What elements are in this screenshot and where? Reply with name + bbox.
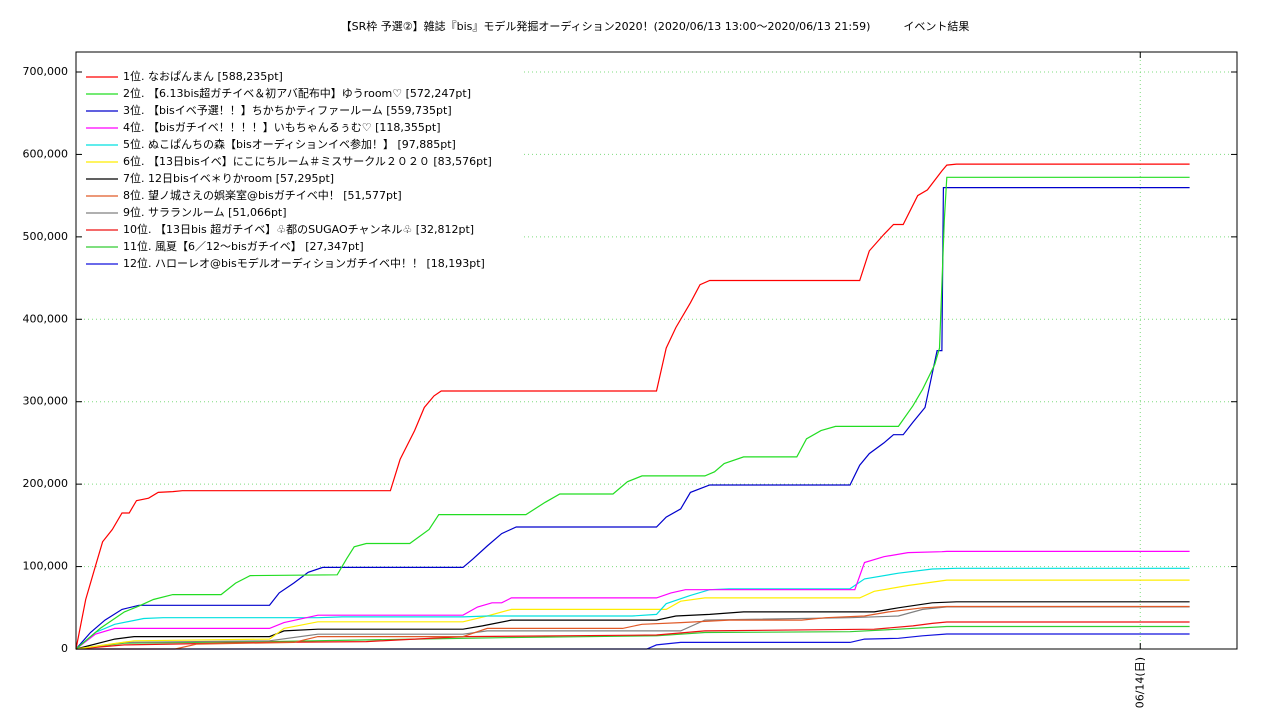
y-tick-label: 0 xyxy=(61,642,68,655)
series-line xyxy=(75,187,1190,650)
y-tick-label: 500,000 xyxy=(23,230,69,243)
legend-label: 7位. 12日bisイベ＊りかroom [57,295pt] xyxy=(123,171,334,185)
legend-label: 6位. 【13日bisイベ】にこにちルーム＃ミスサークル２０２０ [83,576… xyxy=(123,154,492,168)
series-line xyxy=(75,579,1190,650)
series-line xyxy=(75,601,1190,650)
legend-label: 3位. 【bisイベ予選！！】ちかちかティファールーム [559,735pt] xyxy=(123,103,452,117)
series-line xyxy=(75,567,1190,650)
series-line xyxy=(75,625,1190,650)
series-line xyxy=(75,163,1190,650)
plot-frame xyxy=(75,51,1238,650)
plot-lines xyxy=(75,163,1190,650)
legend-label: 4位. 【bisガチイベ！！！！】いもちゃんるぅむ♡ [118,355pt] xyxy=(123,120,440,134)
legend-label: 1位. なおぱんまん [588,235pt] xyxy=(123,69,283,83)
series-line xyxy=(75,550,1190,650)
y-tick-label: 400,000 xyxy=(23,312,69,325)
series-line xyxy=(75,176,1190,650)
y-tick-label: 200,000 xyxy=(23,477,69,490)
grid xyxy=(76,52,1237,649)
legend-label: 12位. ハローレオ@bisモデルオーディションガチイベ中！！ [18,193p… xyxy=(123,256,485,270)
x-tick-label: 06/14(日) xyxy=(1133,657,1146,708)
y-tick-label: 700,000 xyxy=(23,65,69,78)
y-tick-label: 100,000 xyxy=(23,560,69,573)
y-tick-label: 300,000 xyxy=(23,395,69,408)
series-line xyxy=(76,605,1190,650)
legend-label: 9位. サラランルーム [51,066pt] xyxy=(123,205,287,219)
legend: 1位. なおぱんまん [588,235pt] 2位. 【6.13bis超ガチイベ＆… xyxy=(82,67,522,277)
y-tick-label: 600,000 xyxy=(23,147,69,160)
legend-label: 2位. 【6.13bis超ガチイベ＆初アバ配布中】ゆうroom♡ [572,24… xyxy=(123,86,471,100)
legend-label: 5位. ぬこぱんちの森【bisオーディションイベ参加！】 [97,885pt] xyxy=(123,137,456,151)
series-line xyxy=(75,606,1190,650)
chart-title: 【SR枠 予選②】雑誌『bis』モデル発掘オーディション2020！(2020/0… xyxy=(341,19,970,33)
legend-label: 10位. 【13日bis 超ガチイベ】♧都のSUGAOチャンネル♧ [32,81… xyxy=(123,222,474,236)
axes: 0 100,000 200,000 300,000 400,000 500,000 600,… xyxy=(23,52,1237,708)
legend-background xyxy=(82,67,522,277)
series-line xyxy=(76,633,1190,650)
legend-label: 8位. 望ノ城さえの娯楽室@bisガチイベ中！ [51,577pt] xyxy=(123,188,402,202)
legend-label: 11位. 風夏【6／12〜bisガチイベ】 [27,347pt] xyxy=(123,239,364,253)
